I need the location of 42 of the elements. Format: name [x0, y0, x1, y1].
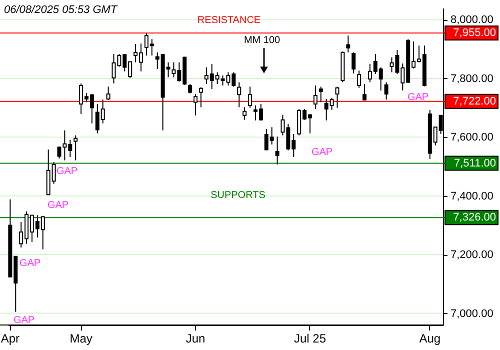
annotation: MM 100 — [244, 35, 280, 46]
ref-line-label: 7,511.00 — [454, 157, 496, 170]
candlestick — [275, 136, 280, 165]
candlestick — [352, 52, 356, 74]
annotation: RESISTANCE — [197, 15, 261, 26]
ref-line-label: 7,955.00 — [453, 26, 496, 39]
candlestick — [194, 94, 198, 116]
y-tick-label: 7,800.00 — [450, 72, 494, 85]
candlestick — [188, 84, 192, 94]
y-tick-label: 7,400.00 — [450, 190, 494, 202]
candlestick — [242, 106, 247, 120]
candlestick — [74, 134, 78, 161]
candlestick — [346, 35, 350, 53]
candlestick — [335, 86, 340, 108]
y-tick-label: 7,000.00 — [450, 308, 494, 320]
candlestick — [362, 84, 367, 101]
candlestick — [384, 82, 388, 100]
y-tick-label: 7,600.00 — [450, 132, 494, 144]
candlestick — [357, 70, 362, 88]
ref-line-label: 7,326.00 — [453, 212, 496, 224]
annotation: GAP — [19, 258, 41, 269]
annotation: 06/08/2025 05:53 GMT — [4, 4, 118, 16]
candlestick — [318, 86, 323, 103]
candlestick — [237, 82, 242, 108]
candlestick — [313, 84, 318, 110]
annotation: GAP — [47, 200, 69, 211]
y-tick-label: 7,200.00 — [450, 249, 494, 262]
candlestick — [106, 86, 110, 100]
annotation: GAP — [13, 315, 35, 326]
annotation: GAP — [56, 166, 78, 177]
x-tick-label: Jul 25 — [294, 332, 326, 346]
annotation: SUPPORTS — [210, 190, 266, 201]
x-tick-label: Jun — [186, 332, 206, 346]
annotation: GAP — [407, 92, 429, 103]
annotation: GAP — [311, 147, 333, 158]
x-tick-label: May — [70, 332, 92, 346]
candlestick — [198, 86, 203, 108]
x-tick-label: Aug — [419, 332, 441, 346]
y-tick-label: 8,000.00 — [450, 14, 494, 26]
x-tick-label: Apr — [0, 332, 20, 346]
ref-line-label: 7,722.00 — [453, 95, 496, 108]
candlestick — [248, 86, 252, 108]
